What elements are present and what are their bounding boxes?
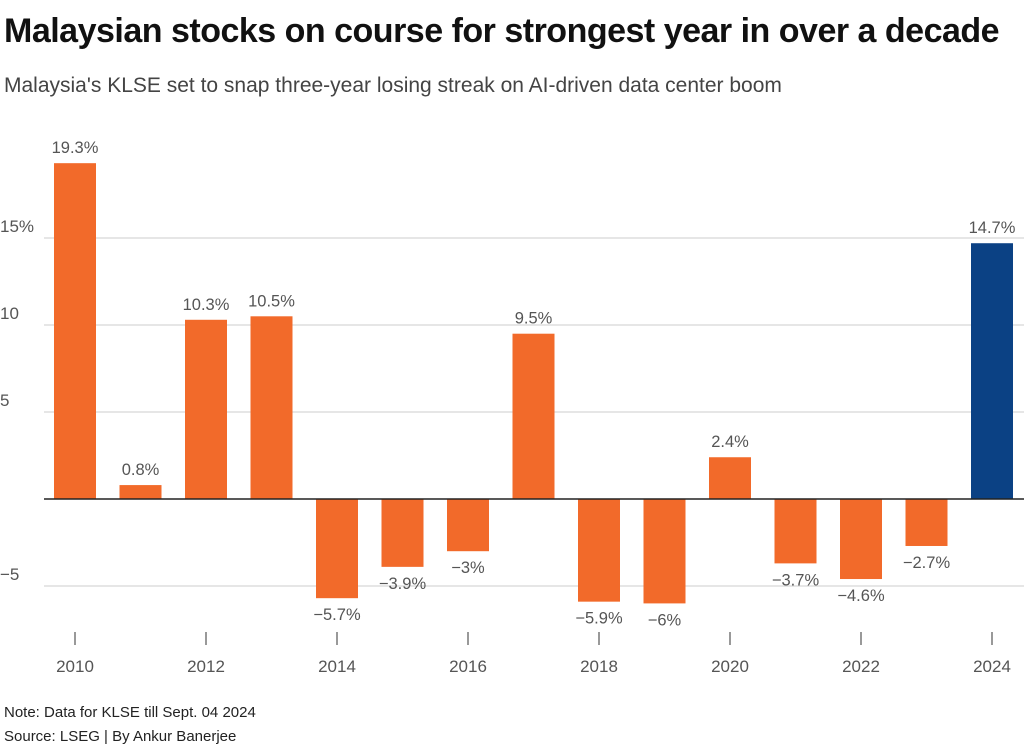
- data-label-2011: 0.8%: [122, 461, 160, 479]
- data-labels: 19.3% 0.8% 10.3% 10.5% −5.7% −3.9% −3% 9.5% −5.9…: [52, 139, 1016, 629]
- x-tick-label: 2018: [580, 657, 618, 676]
- bar-2024: [971, 243, 1013, 499]
- bar-2023: [905, 499, 948, 546]
- data-label-2015: −3.9%: [379, 575, 427, 593]
- data-label-2024: 14.7%: [969, 219, 1016, 237]
- x-tick-label: 2010: [56, 657, 94, 676]
- data-label-2022: −4.6%: [837, 587, 885, 605]
- footer-source: Source: LSEG | By Ankur Banerjee: [4, 728, 237, 745]
- data-label-2013: 10.5%: [248, 292, 295, 310]
- data-label-2020: 2.4%: [711, 433, 749, 451]
- y-tick-label: 5: [0, 391, 9, 410]
- data-label-2023: −2.7%: [903, 554, 951, 572]
- data-label-2021: −3.7%: [772, 571, 820, 589]
- bar-2010: [54, 163, 96, 499]
- x-tick-label: 2022: [842, 657, 880, 676]
- y-tick-label: −5: [0, 565, 19, 584]
- bar-2016: [447, 499, 489, 552]
- x-tick-label: 2016: [449, 657, 487, 676]
- bar-2020: [709, 457, 751, 499]
- bar-2011: [119, 485, 162, 499]
- chart-subtitle: Malaysia's KLSE set to snap three-year l…: [4, 74, 782, 97]
- bars: [54, 163, 1013, 604]
- y-tick-label: 10: [0, 304, 19, 323]
- data-label-2019: −6%: [648, 611, 682, 629]
- data-label-2017: 9.5%: [515, 310, 553, 328]
- data-label-2016: −3%: [451, 559, 485, 577]
- x-tick-label: 2014: [318, 657, 356, 676]
- x-axis: 2010 2012 2014 2016 2018 2020 2022 2024: [56, 632, 1011, 676]
- bar-2021: [774, 499, 817, 564]
- x-tick-label: 2012: [187, 657, 225, 676]
- x-tick-label: 2020: [711, 657, 749, 676]
- bar-2017: [512, 333, 555, 499]
- chart-title: Malaysian stocks on course for strongest…: [4, 12, 1000, 50]
- y-tick-label: 15%: [0, 217, 34, 236]
- x-tick-label: 2024: [973, 657, 1011, 676]
- bar-2012: [185, 319, 227, 499]
- bar-chart: 15% 10 5 −5 19.3% 0.8% 10.3% 10.5% −5.7% −3.9% −3…: [0, 139, 1024, 676]
- bar-2018: [578, 499, 620, 602]
- bar-2014: [316, 499, 358, 599]
- data-label-2012: 10.3%: [183, 296, 230, 314]
- bar-2015: [381, 499, 424, 567]
- bar-2022: [840, 499, 882, 580]
- bar-2019: [643, 499, 686, 604]
- bar-2013: [250, 316, 293, 499]
- footer-note: Note: Data for KLSE till Sept. 04 2024: [4, 704, 256, 721]
- data-label-2010: 19.3%: [52, 139, 99, 157]
- y-axis-labels: 15% 10 5 −5: [0, 217, 34, 584]
- data-label-2014: −5.7%: [313, 606, 361, 624]
- data-label-2018: −5.9%: [575, 610, 623, 628]
